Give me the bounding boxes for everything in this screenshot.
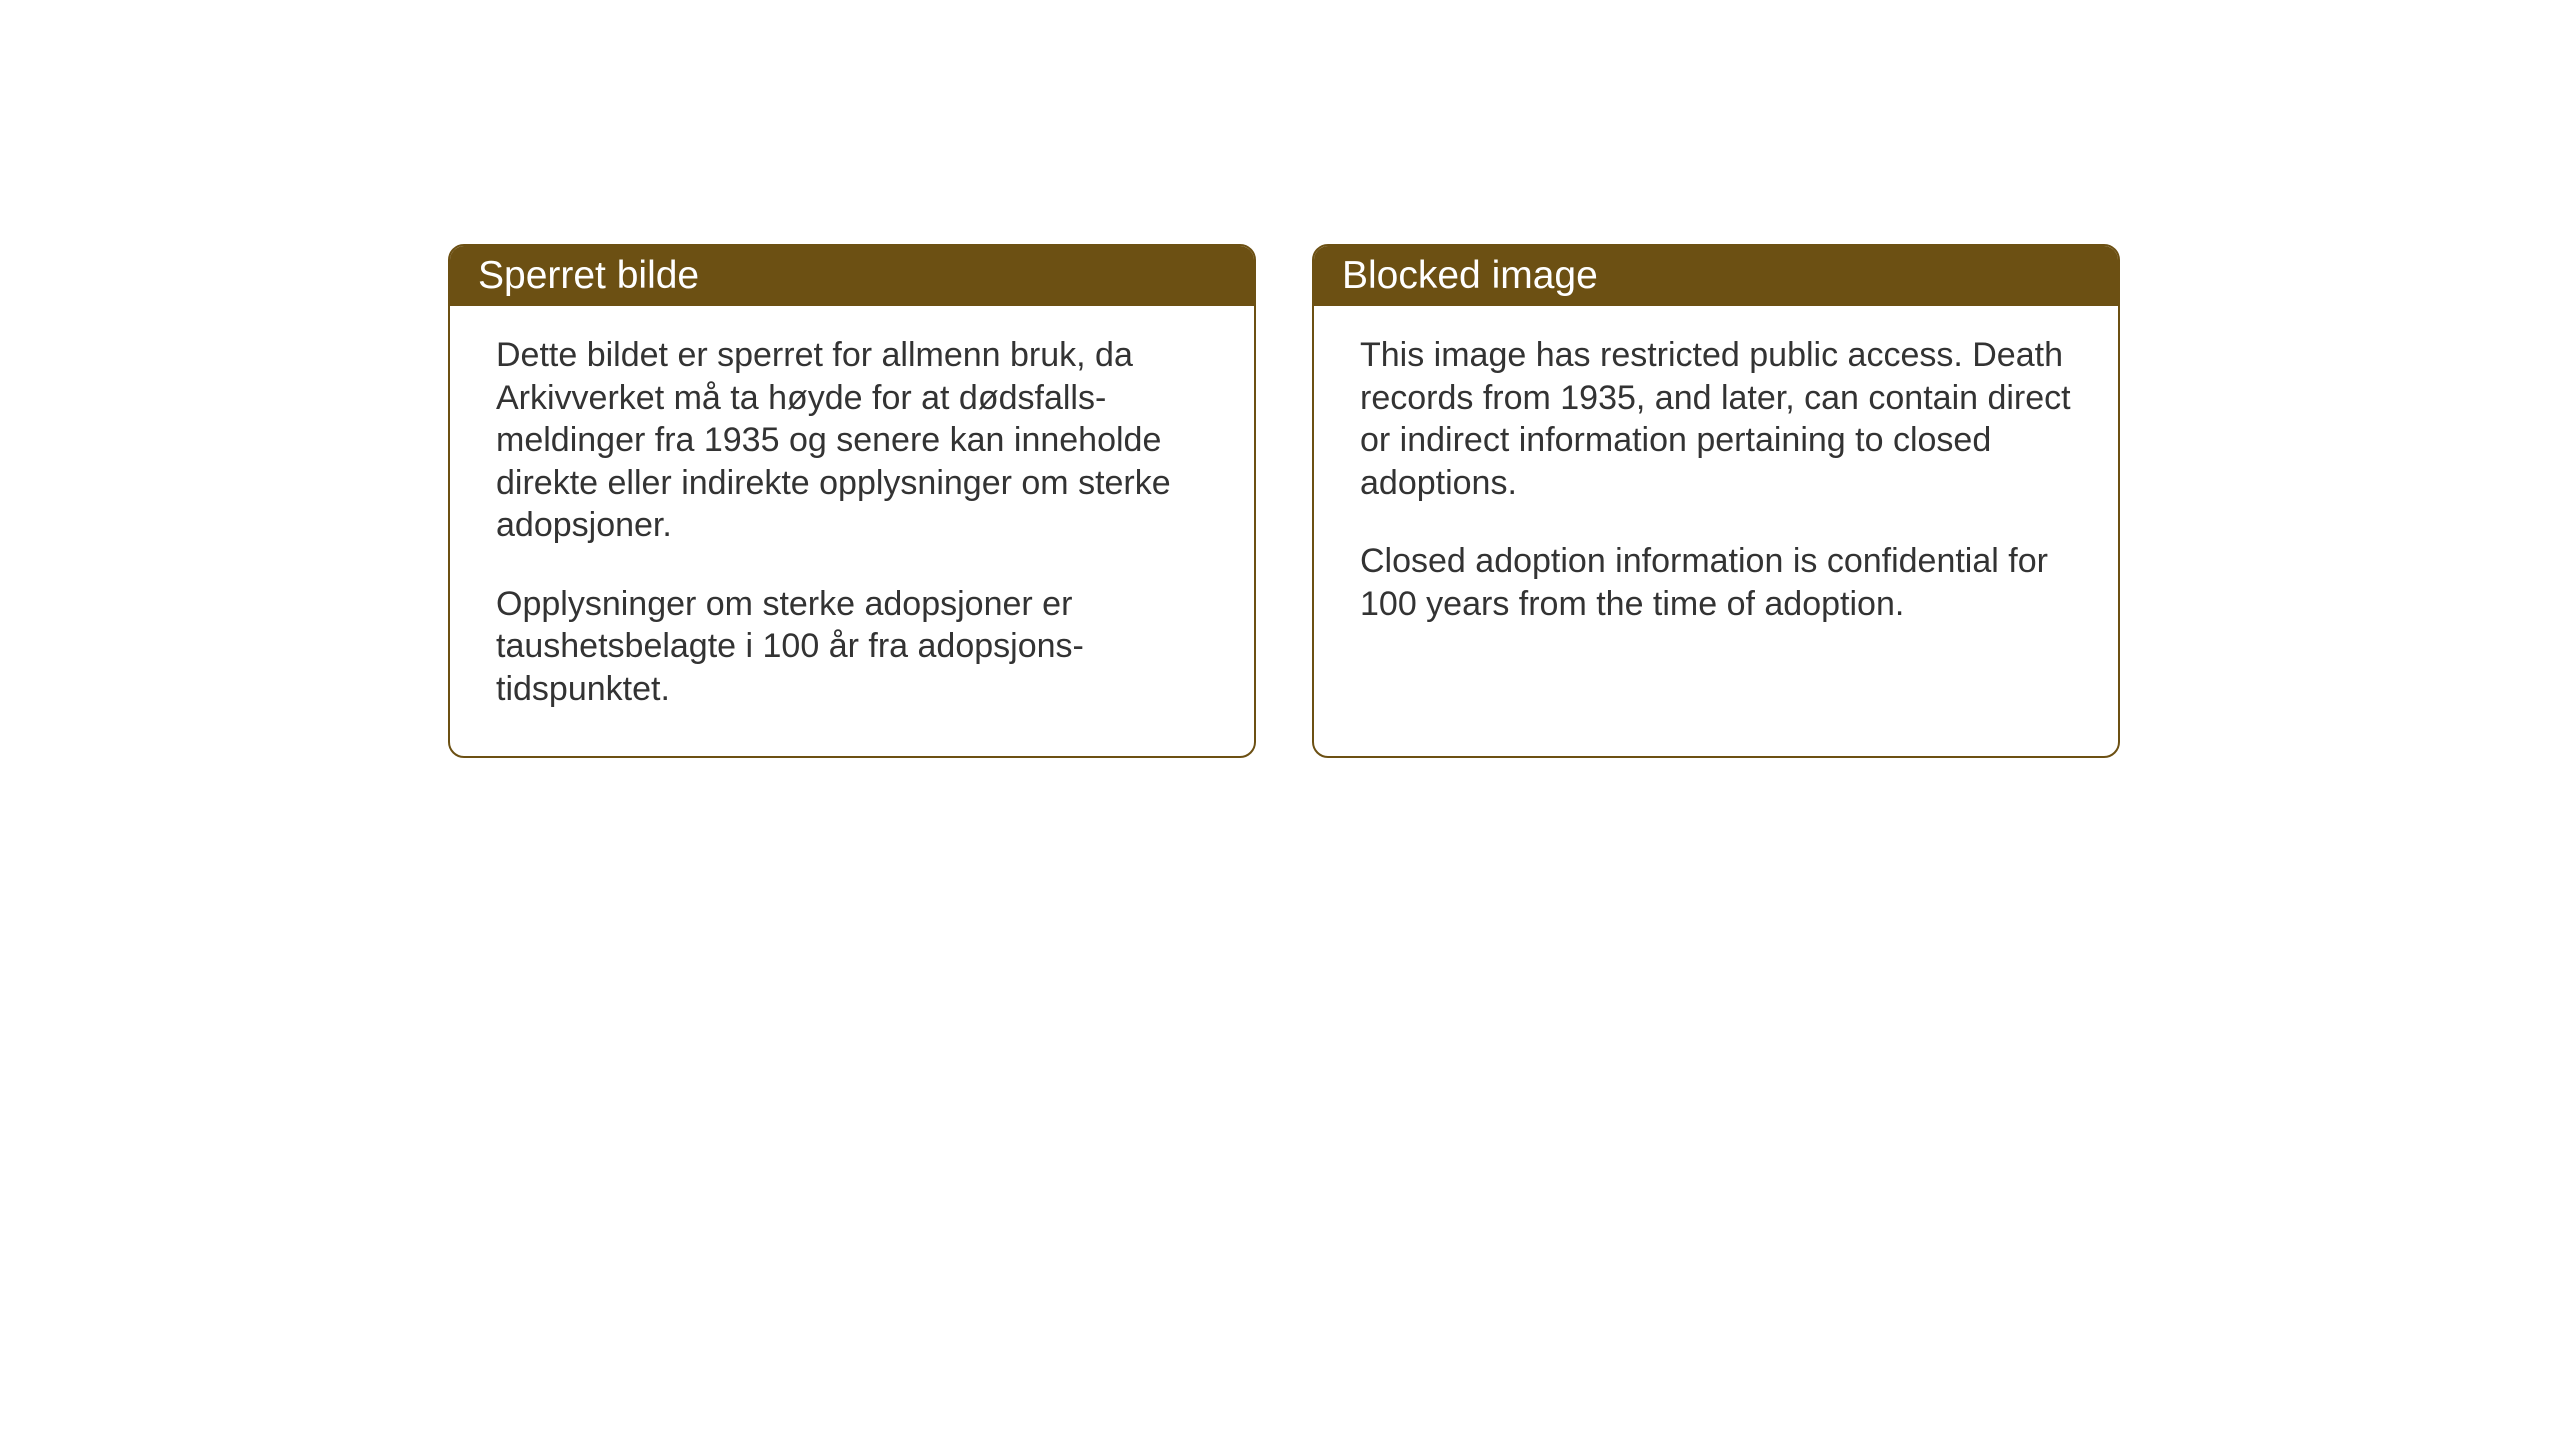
norwegian-paragraph-1: Dette bildet er sperret for allmenn bruk… xyxy=(496,334,1208,547)
english-card-body: This image has restricted public access.… xyxy=(1314,306,2118,671)
card-container: Sperret bilde Dette bildet er sperret fo… xyxy=(0,0,2560,758)
english-card-title: Blocked image xyxy=(1342,254,1598,297)
english-paragraph-2: Closed adoption information is confident… xyxy=(1360,540,2072,625)
english-card: Blocked image This image has restricted … xyxy=(1312,244,2120,758)
norwegian-card-body: Dette bildet er sperret for allmenn bruk… xyxy=(450,306,1254,756)
english-card-header: Blocked image xyxy=(1314,246,2118,306)
norwegian-paragraph-2: Opplysninger om sterke adopsjoner er tau… xyxy=(496,583,1208,711)
english-paragraph-1: This image has restricted public access.… xyxy=(1360,334,2072,504)
norwegian-card: Sperret bilde Dette bildet er sperret fo… xyxy=(448,244,1256,758)
norwegian-card-title: Sperret bilde xyxy=(478,254,699,297)
norwegian-card-header: Sperret bilde xyxy=(450,246,1254,306)
